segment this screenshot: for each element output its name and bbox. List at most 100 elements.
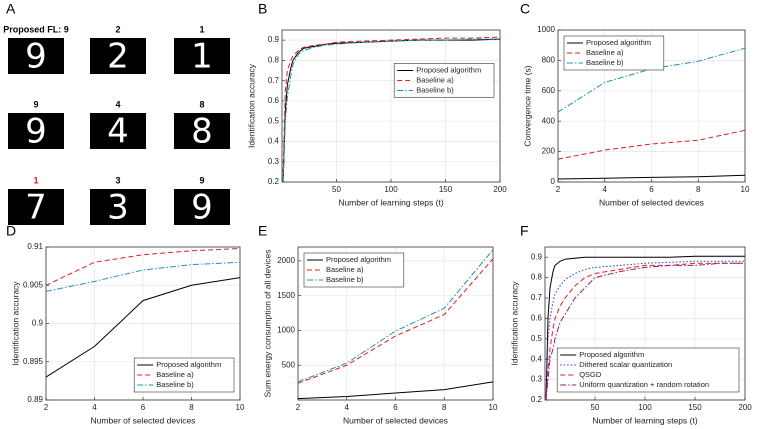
digit: 9 xyxy=(25,37,47,77)
series-line xyxy=(545,262,745,401)
caption: 2 xyxy=(115,24,120,34)
axes-box xyxy=(281,29,501,183)
x-tick-label: 8 xyxy=(189,403,194,412)
legend-label: Proposed algorithm xyxy=(326,255,391,264)
legend-label: Baseline b) xyxy=(416,85,454,94)
y-tick-label: 0.4 xyxy=(268,137,280,146)
y-tick-label: 0.4 xyxy=(531,354,543,363)
x-axis-title: Number of learning steps (t) xyxy=(592,415,698,425)
digit: 4 xyxy=(107,112,129,152)
y-tick-label: 1000 xyxy=(537,25,555,34)
digit-image xyxy=(174,113,230,149)
caption: 3 xyxy=(115,175,120,185)
series-line xyxy=(45,248,241,286)
y-tick-label: 0.9 xyxy=(531,252,543,261)
panel-label: E xyxy=(258,223,267,239)
series-line xyxy=(545,255,745,401)
y-tick-label: 0.2 xyxy=(268,177,280,186)
y-tick-label: 2000 xyxy=(277,256,295,265)
x-tick-label: 200 xyxy=(738,403,752,412)
x-axis-title: Number of selected devices xyxy=(91,415,196,425)
digit-image xyxy=(174,38,230,74)
y-tick-label: 0.6 xyxy=(531,314,543,323)
x-tick-label: 50 xyxy=(332,185,341,194)
legend-label: Baseline a) xyxy=(156,370,194,379)
y-tick-label: 0.91 xyxy=(27,242,43,251)
y-tick-label: 0.8 xyxy=(531,273,543,282)
legend-label: Uniform quantization + random rotation xyxy=(579,380,709,389)
x-tick-label: 150 xyxy=(439,185,453,194)
series-line xyxy=(557,174,746,180)
x-tick-label: 6 xyxy=(393,403,398,412)
x-tick-label: 10 xyxy=(489,403,498,412)
y-tick-label: 1000 xyxy=(277,326,295,335)
digit-image xyxy=(8,113,64,149)
y-tick-label: 0.5 xyxy=(268,116,280,125)
x-tick-label: 150 xyxy=(688,403,702,412)
x-tick-label: 100 xyxy=(384,185,398,194)
x-tick-label: 2 xyxy=(556,185,561,194)
y-tick-label: 0.89 xyxy=(27,395,43,404)
digit: 7 xyxy=(25,188,47,228)
digit-image xyxy=(8,189,64,225)
legend-label: Baseline b) xyxy=(586,58,624,67)
x-tick-label: 100 xyxy=(638,403,652,412)
legend-label: Proposed algorithm xyxy=(579,350,644,359)
y-tick-label: 600 xyxy=(542,86,556,95)
x-tick-label: 2 xyxy=(44,403,49,412)
legend-label: Baseline b) xyxy=(156,380,194,389)
y-tick-label: 0.905 xyxy=(23,280,44,289)
caption: 9 xyxy=(33,99,38,109)
y-tick-label: 0.6 xyxy=(268,96,280,105)
caption: 9 xyxy=(199,175,204,185)
y-tick-label: 0.9 xyxy=(32,319,44,328)
y-tick-label: 0.9 xyxy=(268,35,280,44)
legend-label: Baseline b) xyxy=(326,275,364,284)
x-tick-label: 10 xyxy=(236,403,245,412)
y-tick-label: 0.7 xyxy=(531,293,543,302)
x-tick-label: 50 xyxy=(591,403,600,412)
x-tick-label: 6 xyxy=(649,185,654,194)
digit: 9 xyxy=(25,112,47,152)
panel-label: F xyxy=(520,223,529,239)
y-tick-label: 0.895 xyxy=(23,357,44,366)
x-tick-label: 6 xyxy=(141,403,146,412)
axes-box xyxy=(544,246,746,401)
digit: 9 xyxy=(191,188,213,228)
legend-label: QSGD xyxy=(579,370,602,379)
legend-label: Baseline a) xyxy=(586,48,624,57)
y-tick-label: 1500 xyxy=(277,291,295,300)
digit-image xyxy=(90,38,146,74)
y-axis-title: Convergence time (s) xyxy=(522,65,532,146)
digit-image xyxy=(8,38,64,74)
series-line xyxy=(297,381,494,400)
y-tick-label: 0.3 xyxy=(531,375,543,384)
legend-label: Proposed algorithm xyxy=(156,360,221,369)
x-tick-label: 4 xyxy=(92,403,97,412)
y-axis-title: Identification accuracy xyxy=(246,63,256,148)
legend-label: Proposed algorithm xyxy=(416,65,481,74)
x-tick-label: 8 xyxy=(696,185,701,194)
panel-label: D xyxy=(6,223,16,239)
y-tick-label: 0.2 xyxy=(531,395,543,404)
caption: 1 xyxy=(199,24,204,34)
panel-label: B xyxy=(258,1,267,17)
x-tick-label: 200 xyxy=(493,185,507,194)
y-axis-title: Identification accuracy xyxy=(509,281,519,366)
y-tick-label: 0.8 xyxy=(268,56,280,65)
digit: 2 xyxy=(107,37,129,77)
x-tick-label: 8 xyxy=(442,403,447,412)
series-line xyxy=(45,277,241,378)
legend-box xyxy=(393,63,495,98)
legend-box xyxy=(563,35,665,71)
caption: 8 xyxy=(199,99,204,109)
digit: 8 xyxy=(191,112,213,152)
y-tick-label: 200 xyxy=(542,147,556,156)
y-tick-label: 0.3 xyxy=(268,157,280,166)
series-line xyxy=(545,260,745,401)
axes-box xyxy=(297,246,494,401)
x-tick-label: 10 xyxy=(741,185,750,194)
series-line xyxy=(45,261,241,292)
legend-label: Proposed algorithm xyxy=(586,38,651,47)
